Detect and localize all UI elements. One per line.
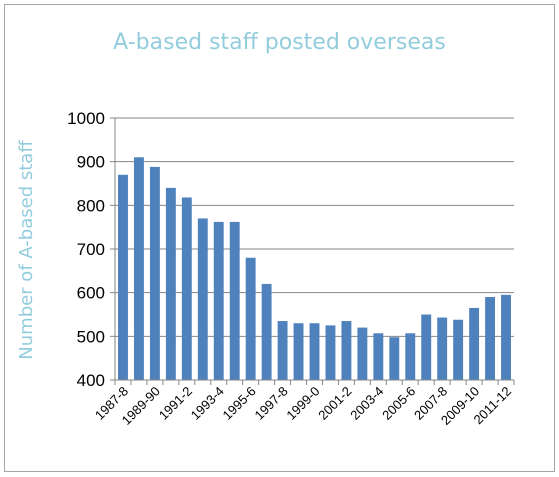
chart-title: A-based staff posted overseas xyxy=(113,30,446,55)
bar xyxy=(197,218,208,380)
bar xyxy=(293,323,304,380)
bar xyxy=(213,221,224,380)
bar xyxy=(469,307,480,380)
bar xyxy=(325,325,336,380)
y-tick-label: 1000 xyxy=(67,109,105,128)
bar xyxy=(357,327,368,380)
y-axis-label: Number of A-based staff xyxy=(16,140,37,360)
x-tick-label: 2003-4 xyxy=(347,384,386,423)
x-tick-label: 1997-8 xyxy=(251,384,290,423)
bar xyxy=(437,317,448,380)
chart-frame xyxy=(4,4,555,472)
bar xyxy=(165,187,176,380)
bar xyxy=(373,333,384,380)
y-tick-label: 600 xyxy=(77,284,105,303)
bar xyxy=(389,337,400,380)
bar xyxy=(261,283,272,380)
x-tick-label: 1999-0 xyxy=(283,384,322,423)
bar xyxy=(421,314,432,380)
bar xyxy=(229,221,240,380)
bar xyxy=(405,333,416,380)
bar xyxy=(277,321,288,380)
y-tick-label: 500 xyxy=(77,327,105,346)
bar xyxy=(309,323,320,380)
bar xyxy=(245,257,256,380)
x-tick-label: 2005-6 xyxy=(379,384,418,423)
y-tick-label: 400 xyxy=(77,371,105,390)
x-tick-label: 1993-4 xyxy=(188,384,227,423)
bar xyxy=(133,157,144,380)
bar xyxy=(149,166,160,380)
y-tick-label: 900 xyxy=(77,153,105,172)
x-tick-label: 1995-6 xyxy=(220,384,259,423)
bar xyxy=(501,294,511,380)
bar xyxy=(485,297,496,380)
x-tick-label: 2001-2 xyxy=(315,384,354,423)
bar xyxy=(341,321,352,380)
y-tick-label: 800 xyxy=(77,196,105,215)
x-tick-label: 1991-2 xyxy=(156,384,195,423)
bar xyxy=(181,197,192,380)
bar xyxy=(118,174,128,380)
bar xyxy=(453,319,464,380)
y-tick-label: 700 xyxy=(77,240,105,259)
